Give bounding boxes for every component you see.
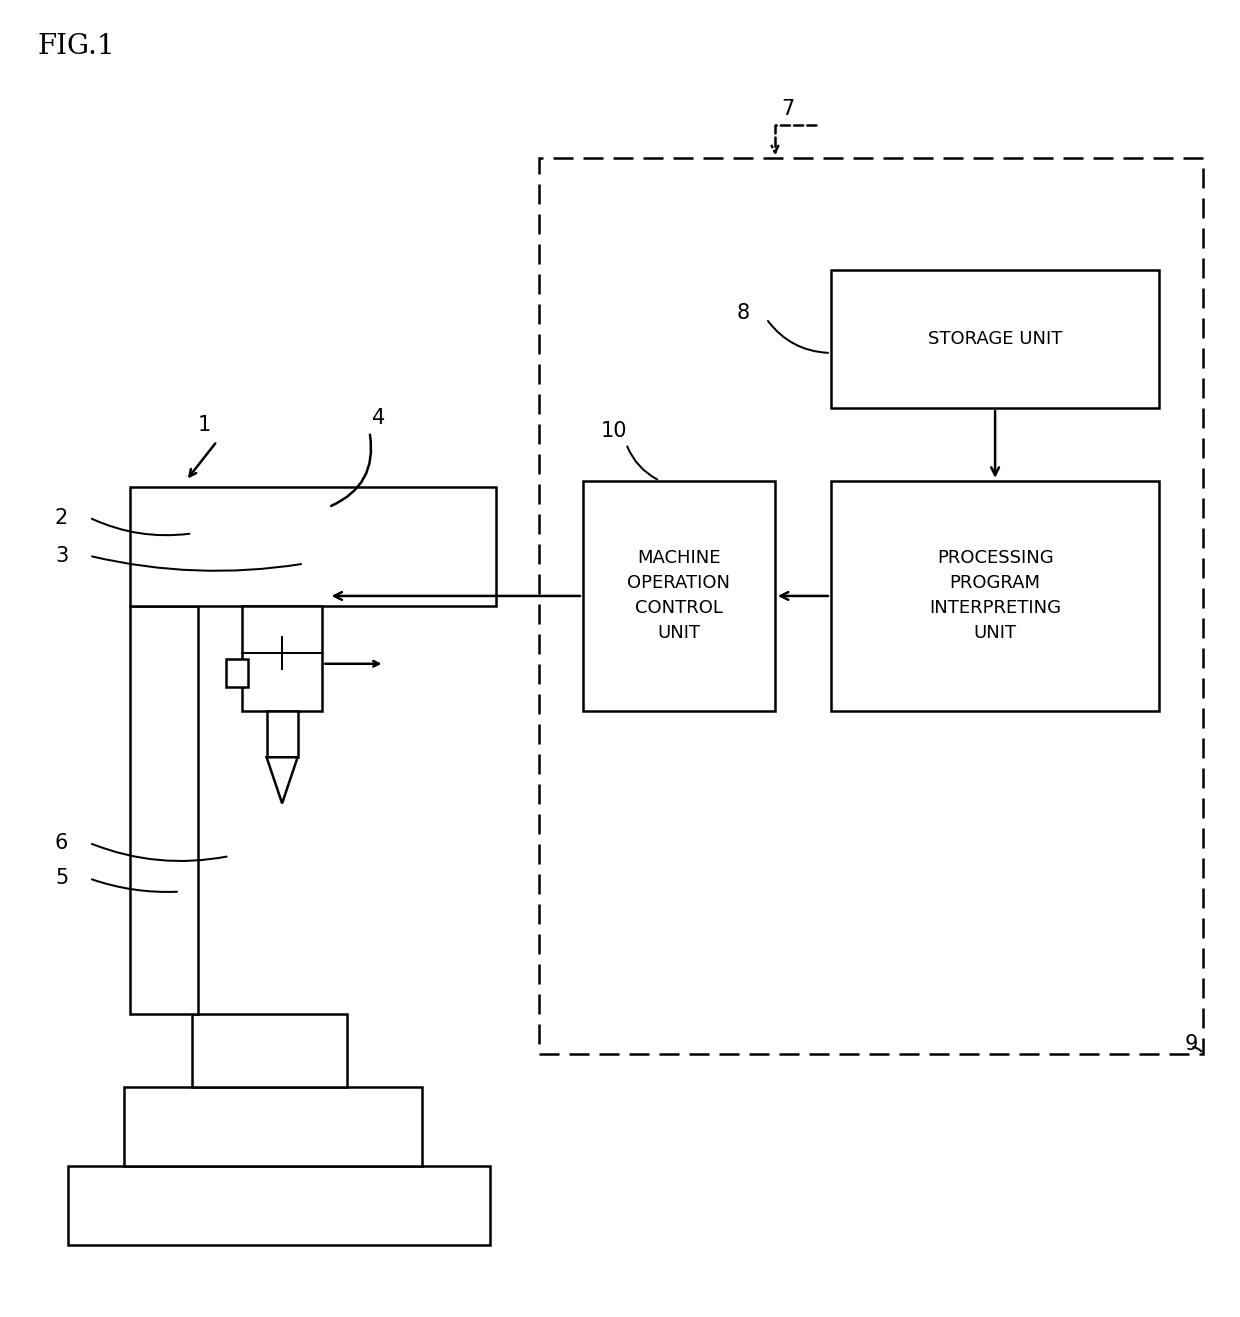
Text: 9: 9	[1184, 1034, 1198, 1054]
Text: MACHINE
OPERATION
CONTROL
UNIT: MACHINE OPERATION CONTROL UNIT	[627, 549, 730, 643]
Text: PROCESSING
PROGRAM
INTERPRETING
UNIT: PROCESSING PROGRAM INTERPRETING UNIT	[929, 549, 1061, 643]
FancyBboxPatch shape	[124, 1087, 422, 1166]
Text: 5: 5	[55, 868, 68, 889]
Text: FIG.1: FIG.1	[37, 33, 115, 61]
Text: 2: 2	[55, 507, 68, 528]
FancyBboxPatch shape	[130, 487, 496, 606]
FancyBboxPatch shape	[68, 1166, 490, 1245]
Text: 4: 4	[372, 408, 384, 428]
Text: 1: 1	[198, 415, 211, 435]
Text: STORAGE UNIT: STORAGE UNIT	[928, 331, 1063, 348]
Text: 10: 10	[600, 421, 627, 441]
Text: 8: 8	[737, 303, 750, 324]
FancyBboxPatch shape	[242, 606, 322, 711]
Text: 7: 7	[781, 99, 794, 119]
FancyBboxPatch shape	[192, 1014, 347, 1087]
FancyBboxPatch shape	[267, 711, 298, 757]
FancyBboxPatch shape	[130, 606, 198, 1014]
FancyBboxPatch shape	[831, 481, 1159, 711]
FancyBboxPatch shape	[831, 270, 1159, 408]
FancyBboxPatch shape	[583, 481, 775, 711]
Text: 6: 6	[55, 832, 68, 853]
Polygon shape	[267, 757, 298, 803]
Text: 3: 3	[55, 545, 68, 566]
FancyBboxPatch shape	[226, 658, 248, 687]
